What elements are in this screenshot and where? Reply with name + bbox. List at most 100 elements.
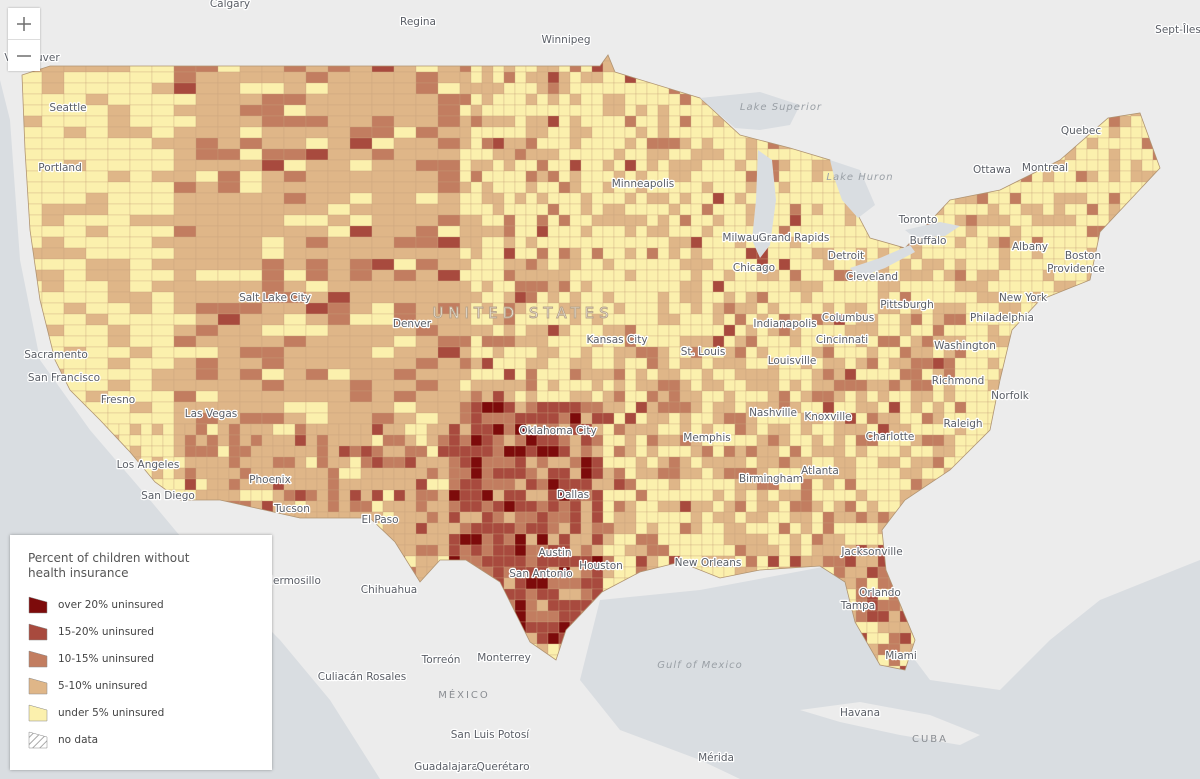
county	[602, 82, 615, 95]
county	[624, 214, 637, 227]
county	[1130, 115, 1143, 128]
county	[536, 280, 549, 293]
county	[811, 203, 824, 216]
county	[734, 434, 747, 447]
county	[525, 390, 538, 403]
county	[239, 368, 263, 381]
county	[459, 137, 472, 150]
county	[503, 390, 516, 403]
county	[404, 456, 417, 469]
county	[976, 225, 989, 238]
county	[657, 423, 670, 436]
county	[723, 522, 736, 535]
county	[701, 313, 714, 326]
county	[712, 214, 725, 227]
county	[701, 115, 714, 128]
county	[767, 379, 780, 392]
county	[569, 170, 582, 183]
county	[294, 423, 307, 436]
county	[558, 588, 571, 601]
county	[195, 115, 219, 128]
county	[393, 412, 417, 425]
county	[85, 302, 109, 315]
county	[932, 280, 945, 293]
county	[734, 291, 747, 304]
county	[547, 115, 560, 128]
county	[283, 390, 307, 403]
county	[855, 566, 868, 579]
county	[536, 82, 549, 95]
county	[1108, 181, 1121, 194]
county	[591, 181, 604, 194]
county	[679, 192, 692, 205]
county	[404, 489, 417, 502]
county	[195, 302, 219, 315]
county	[503, 423, 516, 436]
county	[613, 137, 626, 150]
county	[899, 269, 912, 282]
county	[437, 533, 450, 546]
county	[624, 379, 637, 392]
county	[547, 214, 560, 227]
county	[844, 511, 857, 524]
county	[635, 401, 648, 414]
county	[811, 159, 824, 172]
county	[470, 214, 483, 227]
county	[195, 225, 219, 238]
county	[85, 214, 109, 227]
county	[393, 500, 406, 513]
county	[382, 467, 395, 480]
county	[789, 214, 802, 227]
county	[349, 181, 373, 194]
county	[734, 533, 747, 546]
county	[437, 357, 461, 370]
county	[525, 489, 538, 502]
county	[525, 247, 538, 260]
county	[349, 203, 373, 216]
county	[492, 214, 505, 227]
county	[569, 324, 582, 337]
county	[723, 346, 736, 359]
county	[393, 137, 417, 150]
county	[866, 522, 879, 535]
county	[558, 280, 571, 293]
county	[558, 412, 571, 425]
county	[261, 456, 274, 469]
county	[283, 170, 307, 183]
county	[536, 346, 549, 359]
county	[778, 379, 791, 392]
county	[855, 456, 868, 469]
county	[844, 291, 857, 304]
county	[316, 434, 329, 447]
county	[283, 225, 307, 238]
county	[558, 401, 571, 414]
county	[481, 368, 494, 381]
county	[833, 291, 846, 304]
county	[492, 456, 505, 469]
county	[679, 280, 692, 293]
county	[459, 291, 472, 304]
county	[371, 313, 395, 326]
county	[734, 390, 747, 403]
county	[778, 533, 791, 546]
county	[261, 236, 285, 249]
county	[349, 104, 373, 117]
county	[976, 324, 989, 337]
county	[338, 467, 351, 480]
county	[580, 467, 593, 480]
county	[129, 324, 153, 337]
county	[679, 291, 692, 304]
county	[525, 445, 538, 458]
county	[151, 115, 175, 128]
county	[283, 104, 307, 117]
county	[965, 236, 978, 249]
county	[459, 126, 472, 139]
county	[558, 126, 571, 139]
county	[404, 500, 417, 513]
county	[459, 192, 472, 205]
county	[503, 82, 516, 95]
county	[261, 137, 285, 150]
county	[668, 401, 681, 414]
county	[437, 115, 461, 128]
